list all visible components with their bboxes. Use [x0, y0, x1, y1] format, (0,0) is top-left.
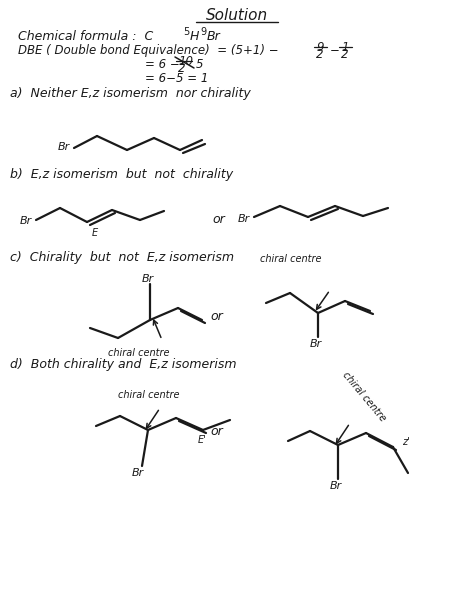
- Text: chiral centre: chiral centre: [108, 348, 170, 358]
- Text: chiral centre: chiral centre: [260, 254, 321, 264]
- Text: or: or: [210, 310, 223, 323]
- Text: c)  Chirality  but  not  E,z isomerism: c) Chirality but not E,z isomerism: [10, 251, 234, 264]
- Text: Chemical formula :  C: Chemical formula : C: [18, 30, 153, 43]
- Text: = 6−5 = 1: = 6−5 = 1: [145, 72, 209, 85]
- Text: = 6 −: = 6 −: [145, 58, 183, 71]
- Text: Br: Br: [207, 30, 221, 43]
- Text: Br: Br: [330, 481, 342, 491]
- Text: b)  E,z isomerism  but  not  chirality: b) E,z isomerism but not chirality: [10, 168, 233, 181]
- Text: H: H: [190, 30, 200, 43]
- Text: 5: 5: [196, 58, 203, 71]
- Text: E': E': [198, 435, 207, 445]
- Text: 2: 2: [316, 48, 323, 61]
- Text: 2: 2: [178, 62, 185, 75]
- Text: DBE ( Double bond Equivalence)  = (5+1) −: DBE ( Double bond Equivalence) = (5+1) −: [18, 44, 283, 57]
- Text: chiral centre: chiral centre: [340, 370, 387, 424]
- Text: 9: 9: [200, 27, 206, 37]
- Text: Br: Br: [58, 142, 70, 152]
- Text: −: −: [330, 44, 340, 57]
- Text: d)  Both chirality and  E,z isomerism: d) Both chirality and E,z isomerism: [10, 358, 237, 371]
- Text: z': z': [402, 437, 410, 447]
- Text: Br: Br: [132, 468, 144, 478]
- Text: 1: 1: [341, 41, 348, 54]
- Text: Br: Br: [20, 216, 32, 226]
- Text: Solution: Solution: [206, 8, 268, 23]
- Text: 2: 2: [341, 48, 348, 61]
- Text: or: or: [210, 425, 223, 438]
- Text: or: or: [212, 213, 225, 226]
- Text: 10: 10: [178, 55, 193, 68]
- Text: Br: Br: [310, 339, 322, 349]
- Text: Br: Br: [142, 274, 154, 284]
- Text: 9: 9: [316, 41, 323, 54]
- Text: chiral centre: chiral centre: [118, 390, 180, 400]
- Text: 5: 5: [183, 27, 189, 37]
- Text: E: E: [92, 228, 98, 238]
- Text: Br: Br: [238, 214, 250, 224]
- Text: a)  Neither E,z isomerism  nor chirality: a) Neither E,z isomerism nor chirality: [10, 87, 251, 100]
